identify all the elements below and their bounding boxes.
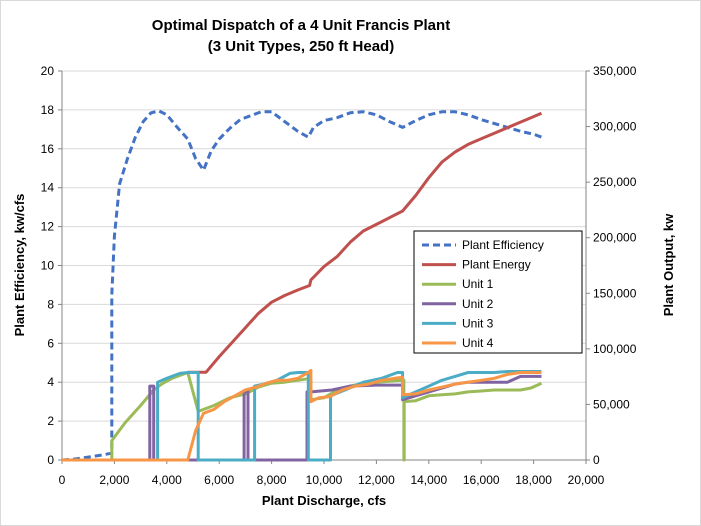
y2-tick-label: 350,000: [593, 64, 637, 78]
legend-label: Plant Energy: [462, 258, 531, 272]
y-tick-label: 18: [41, 103, 55, 117]
y2-tick-label: 150,000: [593, 286, 637, 300]
axes: 0 2 4 6 8 10 12 14 16 18 20 0 50,000 100,000 150,000 20…: [41, 64, 637, 487]
x-tick-label: 6,000: [204, 473, 234, 487]
y2-tick-label: 50,000: [593, 397, 630, 411]
x-tick-label: 10,000: [306, 473, 343, 487]
y-axis-title: Plant Efficiency, kw/cfs: [12, 194, 27, 337]
y-tick-label: 10: [41, 259, 55, 273]
legend: Plant Efficiency Plant Energy Unit 1 Unit 2…: [413, 230, 583, 354]
x-tick-label: 8,000: [257, 473, 287, 487]
series-unit-1: [110, 371, 543, 462]
y-tick-label: 0: [47, 453, 54, 467]
series-lines: [61, 109, 543, 462]
legend-box: [413, 230, 583, 354]
x-tick-label: 14,000: [410, 473, 447, 487]
y-tick-label: 16: [41, 142, 55, 156]
y2-tick-label: 250,000: [593, 175, 637, 189]
y-tick-label: 2: [47, 414, 54, 428]
x-axis-title: Plant Discharge, cfs: [262, 493, 386, 508]
x-tick-label: 16,000: [463, 473, 500, 487]
y2-tick-label: 300,000: [593, 120, 637, 134]
x-tick-label: 4,000: [152, 473, 182, 487]
y-tick-label: 8: [47, 297, 54, 311]
y2-tick-label: 100,000: [593, 342, 637, 356]
series-plant-energy: [187, 111, 543, 374]
chart-subtitle: (3 Unit Types, 250 ft Head): [208, 38, 394, 55]
x-tick-label: 20,000: [568, 473, 605, 487]
legend-label: Unit 4: [462, 336, 494, 350]
series-unit-4: [62, 369, 542, 462]
x-tick-label: 18,000: [515, 473, 552, 487]
y-tick-label: 14: [41, 181, 55, 195]
y2-axis-title: Plant Output, kw: [661, 213, 676, 316]
y-tick-label: 4: [47, 375, 54, 389]
y-tick-label: 12: [41, 220, 55, 234]
legend-label: Unit 1: [462, 277, 494, 291]
x-tick-label: 0: [59, 473, 66, 487]
chart-title: Optimal Dispatch of a 4 Unit Francis Pla…: [152, 17, 450, 34]
y-tick-label: 20: [41, 64, 55, 78]
y-tick-label: 6: [47, 336, 54, 350]
y2-tick-label: 200,000: [593, 231, 637, 245]
y2-tick-label: 0: [593, 453, 600, 467]
x-tick-label: 2,000: [99, 473, 129, 487]
legend-label: Plant Efficiency: [462, 238, 544, 252]
legend-label: Unit 3: [462, 316, 494, 330]
legend-label: Unit 2: [462, 297, 494, 311]
x-tick-label: 12,000: [358, 473, 395, 487]
